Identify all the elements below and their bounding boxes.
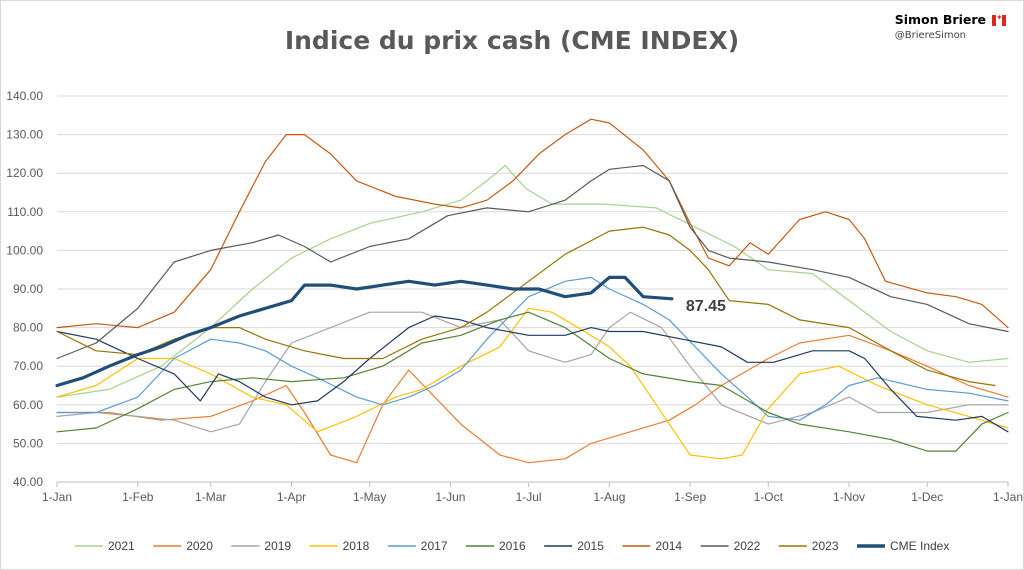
legend-label: 2020	[186, 539, 213, 553]
legend-item: 2022	[700, 539, 761, 553]
legend-label: 2018	[343, 539, 370, 553]
x-tick-label: 1-Jun	[435, 490, 465, 504]
x-tick-label: 1-Dec	[911, 490, 943, 504]
x-tick-label: 1-Sep	[674, 490, 706, 504]
series-line-2022	[56, 164, 1009, 360]
legend-label: 2017	[421, 539, 448, 553]
x-tick-label: 1-Oct	[754, 490, 784, 504]
y-tick-label: 90.00	[13, 282, 43, 296]
brand-name: Simon Briere	[894, 12, 986, 27]
y-tick-label: 110.00	[7, 205, 43, 219]
x-tick-label: 1-Jan	[42, 490, 72, 504]
canada-flag-icon	[992, 13, 1006, 26]
y-tick-label: 70.00	[13, 359, 43, 373]
legend-item: 2015	[544, 539, 604, 553]
y-tick-label: 140.00	[6, 89, 43, 103]
y-tick-label: 130.00	[6, 128, 43, 142]
x-axis: 1-Jan 1-Feb 1-Mar 1-Apr 1-May 1-Jun 1-Jul 1-Aug…	[42, 482, 1023, 504]
x-tick-label: 1-Mar	[195, 490, 226, 504]
series-line-2018	[56, 307, 1009, 460]
series-line-2020	[56, 334, 1009, 464]
legend-item: 2019	[231, 539, 291, 553]
series-line-cme-index	[55, 275, 674, 388]
legend-label: CME Index	[890, 539, 949, 553]
series-line-2023	[56, 226, 996, 387]
legend-item: 2014	[622, 539, 682, 553]
legend-item: CME Index	[857, 539, 949, 553]
annotations: 87.45	[686, 298, 726, 315]
y-axis: 140.00 130.00 120.00 110.00 100.00 90.00 80.00…	[6, 89, 43, 489]
legend-label: 2019	[264, 539, 291, 553]
brand-handle: @BriereSimon	[894, 30, 967, 41]
y-tick-label: 40.00	[13, 475, 43, 489]
x-tick-label: 1-Jul	[516, 490, 542, 504]
legend-item: 2021	[75, 539, 135, 553]
legend-item: 2023	[778, 539, 839, 553]
series-line-2016	[56, 311, 1009, 452]
y-tick-label: 120.00	[6, 166, 43, 180]
legend: 2021 2020 2019 2018 2017 2016 2015 2014 2022 2023…	[75, 539, 949, 553]
x-tick-label: 1-Aug	[593, 490, 625, 504]
legend-item: 2018	[309, 539, 370, 553]
series-line-2014	[56, 118, 1009, 329]
legend-label: 2015	[577, 539, 604, 553]
brand-block: Simon Briere @BriereSimon	[895, 12, 1006, 41]
legend-item: 2020	[153, 539, 213, 553]
x-tick-label: 1-Feb	[122, 490, 154, 504]
y-tick-label: 80.00	[13, 321, 43, 335]
series-line-2021	[56, 164, 1009, 398]
legend-item: 2017	[387, 539, 448, 553]
legend-label: 2014	[655, 539, 682, 553]
series-line-2017	[56, 276, 1009, 421]
x-tick-label: 1-Jan	[993, 490, 1023, 504]
legend-label: 2021	[108, 539, 135, 553]
y-tick-label: 60.00	[13, 398, 43, 412]
current-value-label: 87.45	[686, 298, 726, 315]
y-tick-label: 50.00	[13, 436, 43, 450]
legend-item: 2016	[466, 539, 526, 553]
legend-label: 2023	[812, 539, 839, 553]
x-tick-label: 1-Apr	[277, 490, 306, 504]
y-tick-label: 100.00	[6, 243, 43, 257]
series-lines	[55, 118, 1009, 464]
x-tick-label: 1-Nov	[833, 490, 865, 504]
series-line-2019	[56, 311, 1009, 433]
series-line-2015	[56, 315, 1009, 433]
legend-label: 2022	[734, 539, 761, 553]
x-tick-label: 1-May	[353, 490, 386, 504]
legend-label: 2016	[499, 539, 526, 553]
chart-title: Indice du prix cash (CME INDEX)	[284, 26, 740, 55]
